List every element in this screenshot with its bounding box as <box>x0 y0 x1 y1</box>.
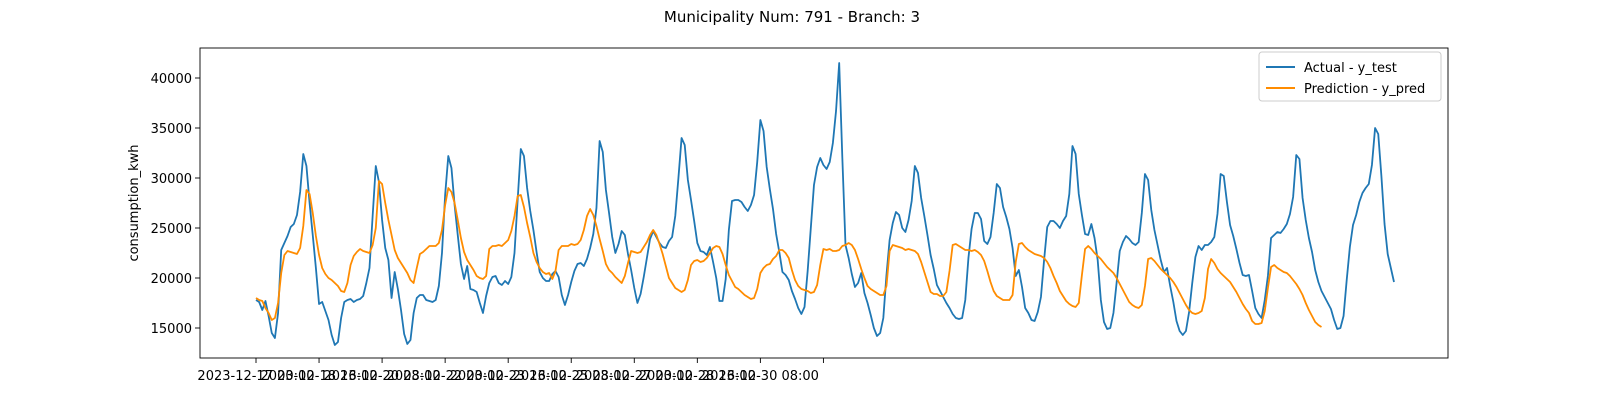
y-tick-label: 25000 <box>151 222 192 237</box>
y-tick-label: 40000 <box>151 72 192 87</box>
series-line-prediction <box>255 180 1322 328</box>
x-tick-label: 2023-12-28 16:00 <box>639 369 756 384</box>
legend-label-prediction: Prediction - y_pred <box>1304 82 1425 97</box>
x-tick-label: 2023-12-20 08:00 <box>324 369 441 384</box>
y-axis-label: consumption_kwh <box>127 144 142 261</box>
x-tick-label: 2023-12-18 16:00 <box>260 369 377 384</box>
y-axis-ticks: 15000 20000 25000 30000 35000 40000 <box>151 72 200 337</box>
series-group <box>255 62 1395 346</box>
x-tick-label: 2023-12-22 00:00 <box>387 369 504 384</box>
chart-title: Municipality Num: 791 - Branch: 3 <box>664 8 920 26</box>
x-tick-label: 2023-12-27 00:00 <box>576 369 693 384</box>
x-tick-label: 2023-12-25 08:00 <box>513 369 630 384</box>
chart-legend: Actual - y_test Prediction - y_pred <box>1258 51 1442 102</box>
x-tick-label: 2023-12-30 08:00 <box>702 369 819 384</box>
y-tick-label: 30000 <box>151 172 192 187</box>
legend-box <box>1258 51 1442 102</box>
y-tick-label: 20000 <box>151 272 192 287</box>
y-tick-label: 35000 <box>151 122 192 137</box>
y-tick-label: 15000 <box>151 322 192 337</box>
series-line-actual <box>255 62 1395 346</box>
plot-area-frame <box>199 47 1449 359</box>
x-tick-label: 2023-12-17 00:00 <box>197 369 314 384</box>
x-tick-label: 2023-12-23 16:00 <box>450 369 567 384</box>
legend-label-actual: Actual - y_test <box>1304 61 1397 76</box>
